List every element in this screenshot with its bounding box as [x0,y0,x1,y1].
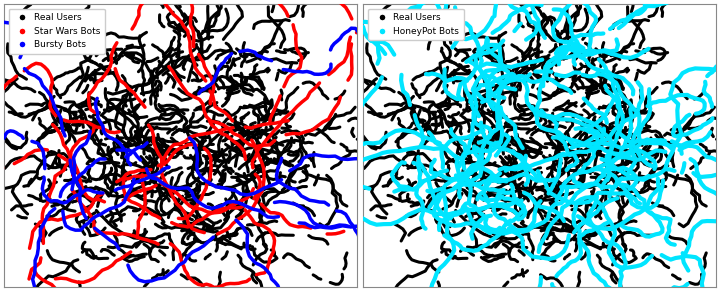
Legend: Real Users, Star Wars Bots, Bursty Bots: Real Users, Star Wars Bots, Bursty Bots [9,9,105,54]
Legend: Real Users, HoneyPot Bots: Real Users, HoneyPot Bots [368,9,464,40]
